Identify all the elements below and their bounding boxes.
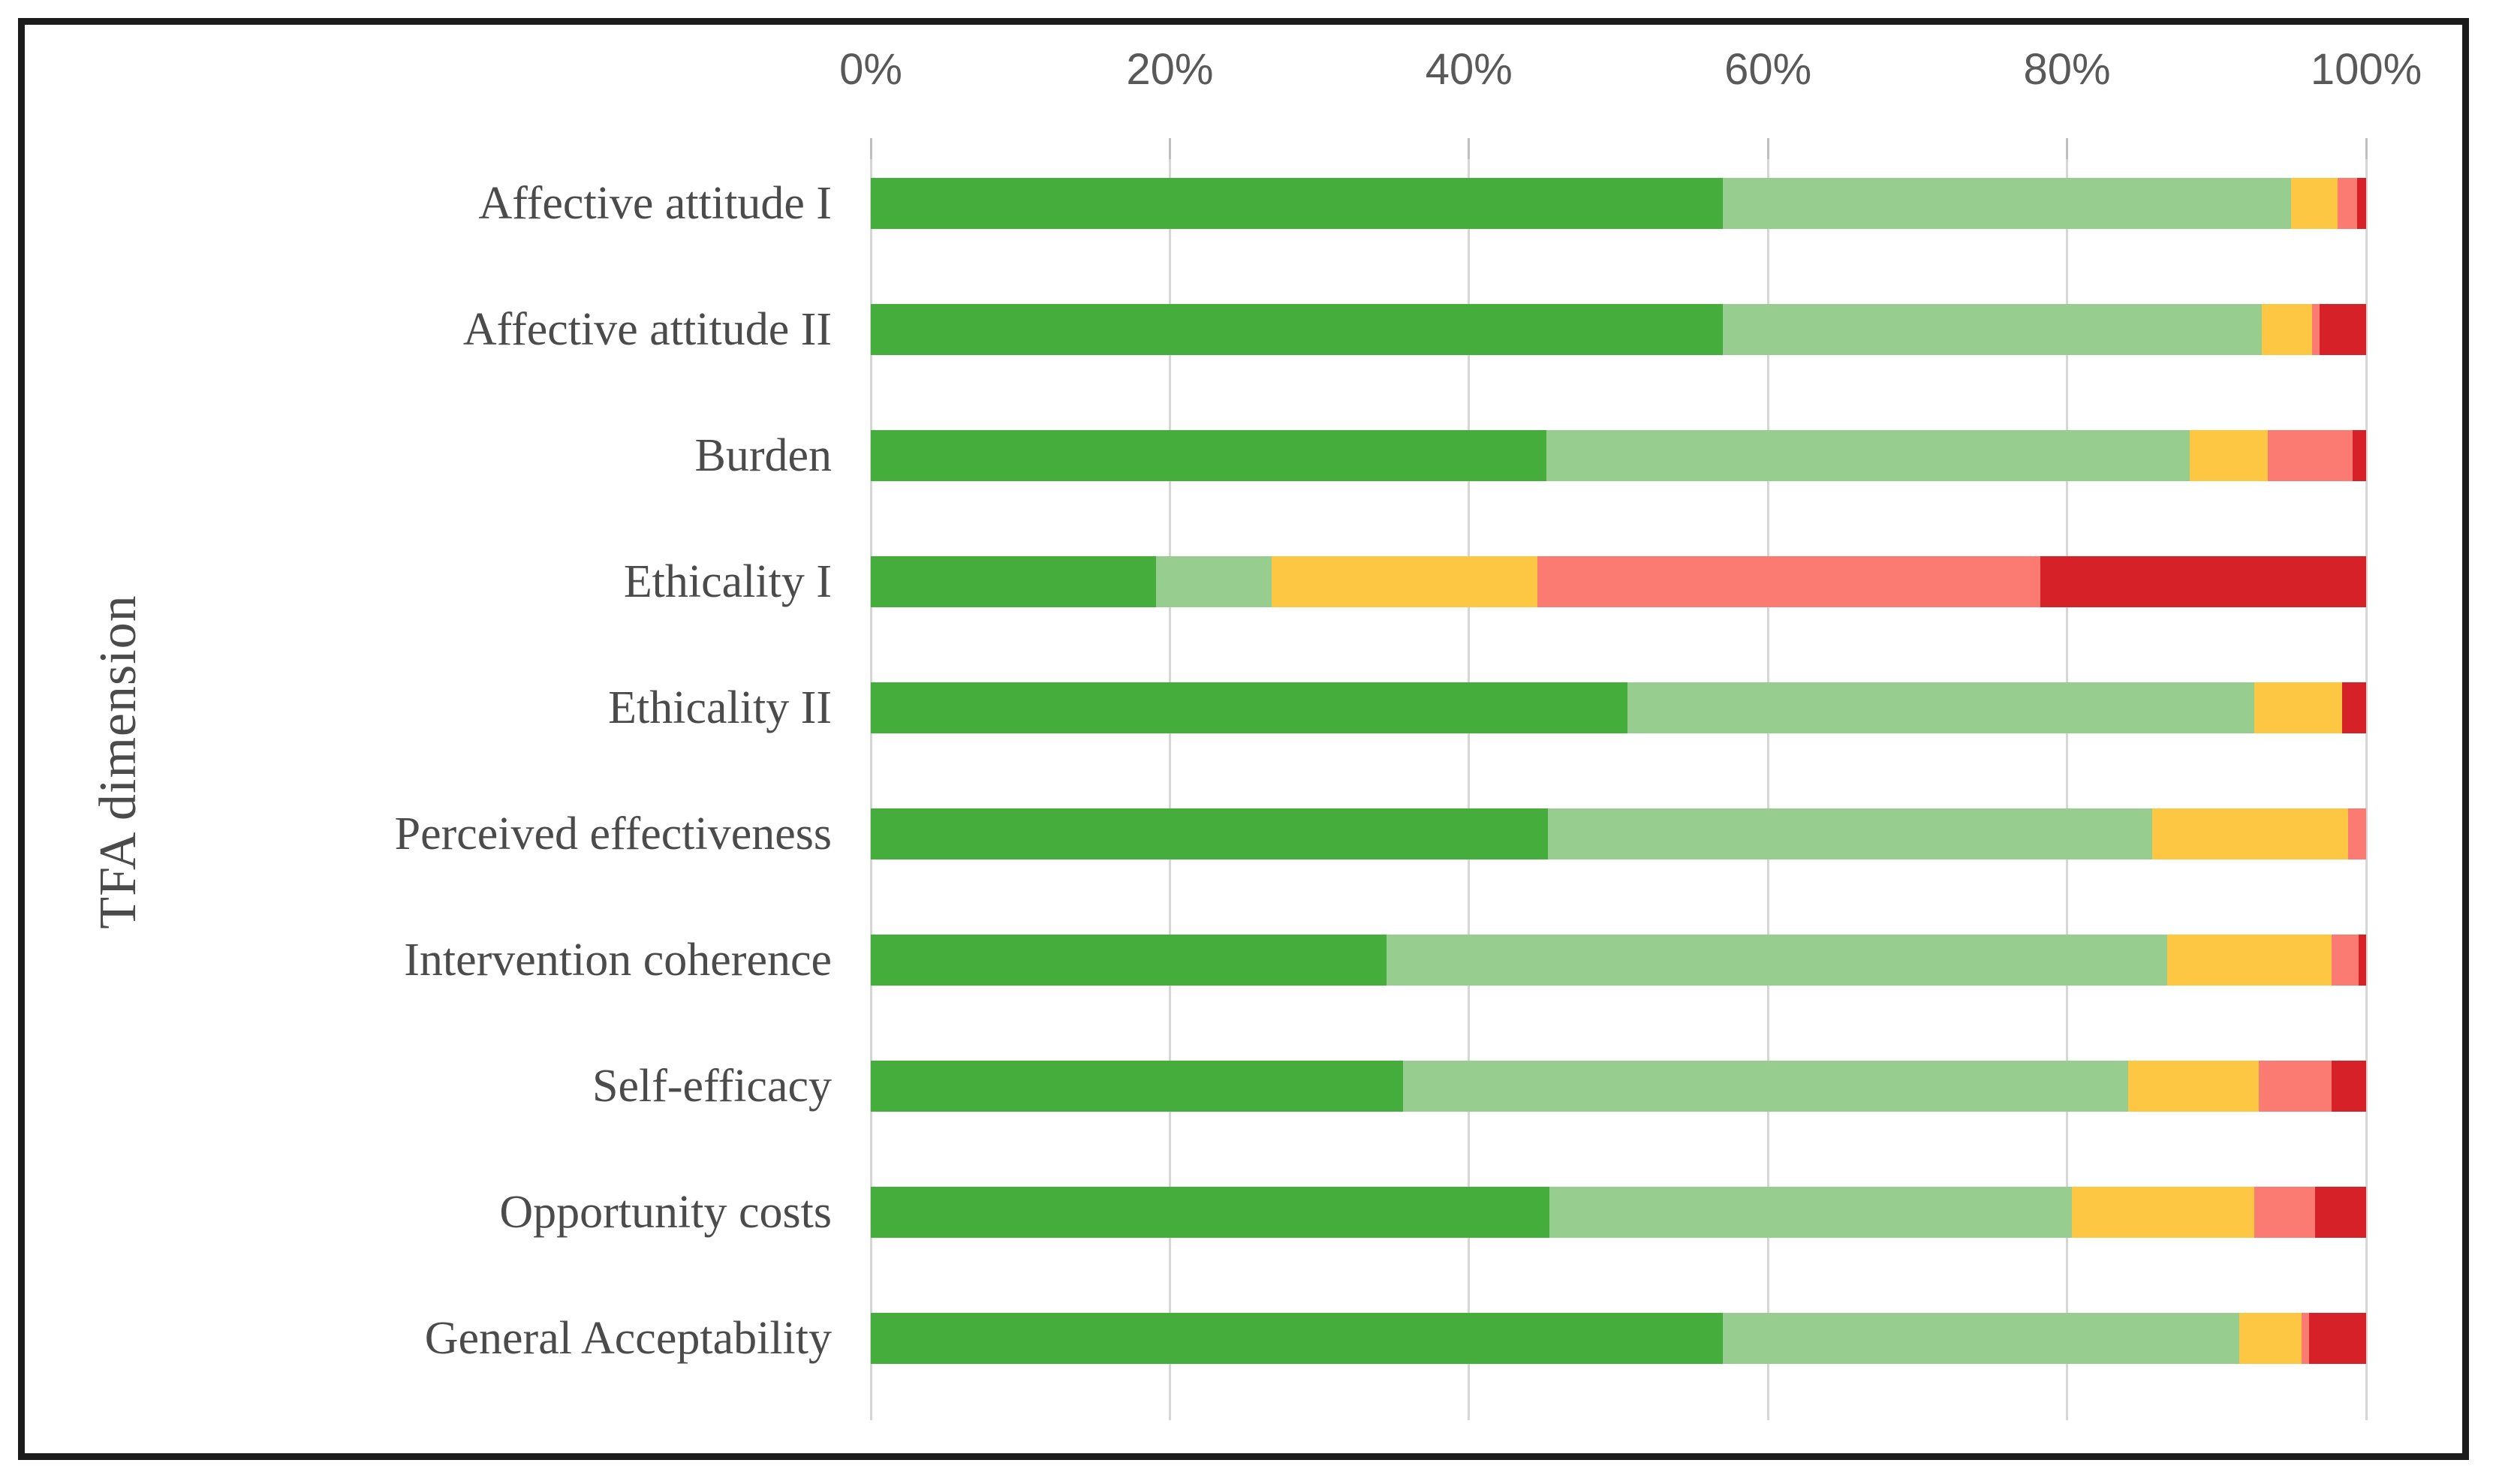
x-tick-mark: [1168, 138, 1171, 159]
x-tick-label: 40%: [1425, 44, 1513, 94]
bar-row: [871, 935, 2366, 986]
x-tick-mark: [2365, 138, 2368, 159]
x-tick-label: 100%: [2310, 44, 2422, 94]
x-tick-label: 20%: [1126, 44, 1214, 94]
bar-segment-dark-red: [2342, 682, 2366, 733]
bar-segment-dark-green: [871, 1187, 1550, 1238]
bar-segment-yellow: [1271, 556, 1538, 607]
x-gridline: [1468, 159, 1471, 1420]
category-label: Opportunity costs: [499, 1186, 832, 1238]
x-gridline: [1168, 159, 1171, 1420]
x-tick-label: 80%: [2023, 44, 2111, 94]
x-tick-mark: [2066, 138, 2069, 159]
bar-segment-dark-red: [2353, 430, 2366, 481]
bar-segment-yellow: [2291, 178, 2338, 229]
bar-segment-dark-green: [871, 808, 1549, 859]
bar-segment-light-green: [1723, 178, 2292, 229]
bar-segment-light-green: [1387, 935, 2168, 986]
x-gridline: [1766, 159, 1769, 1420]
bar-segment-light-red: [2348, 808, 2366, 859]
bar-segment-light-green: [1403, 1061, 2129, 1112]
x-gridline: [2066, 159, 2069, 1420]
plot-area: 0% 20% 40% 60% 80% 100%: [839, 0, 2422, 1484]
bar-segment-dark-red: [2359, 935, 2366, 986]
bar-segment-light-red: [2332, 935, 2359, 986]
bar-segment-light-red: [2312, 304, 2320, 355]
bar-segment-light-green: [1156, 556, 1272, 607]
bar-segment-yellow: [2254, 682, 2343, 733]
x-tick-label: 0%: [839, 44, 902, 94]
bar-segment-dark-green: [871, 178, 1724, 229]
bar-segment-light-green: [1723, 304, 2262, 355]
bar-segment-light-green: [1549, 1187, 2072, 1238]
bar-segment-dark-green: [871, 556, 1157, 607]
bar-segment-light-green: [1548, 808, 2153, 859]
bar-segment-light-red: [1537, 556, 2040, 607]
bar-row: [871, 1313, 2366, 1364]
x-tick-mark: [869, 138, 872, 159]
bar-segment-dark-red: [2320, 304, 2366, 355]
bar-segment-yellow: [2167, 935, 2332, 986]
bar-segment-yellow: [2128, 1061, 2259, 1112]
category-label: Intervention coherence: [404, 934, 832, 986]
bar-row: [871, 682, 2366, 733]
category-label: General Acceptability: [424, 1312, 832, 1364]
bar-segment-yellow: [2071, 1187, 2254, 1238]
bar-segment-dark-green: [871, 304, 1724, 355]
bar-row: [871, 430, 2366, 481]
bar-segment-yellow: [2189, 430, 2268, 481]
category-axis: Affective attitude I Affective attitude I…: [0, 0, 832, 1484]
category-label: Burden: [694, 429, 832, 481]
bar-segment-yellow: [2261, 304, 2313, 355]
bar-segment-light-red: [2338, 178, 2358, 229]
category-label: Ethicality I: [623, 555, 832, 607]
bar-segment-light-red: [2302, 1313, 2310, 1364]
category-label: Perceived effectiveness: [394, 808, 832, 859]
bar-segment-light-green: [1723, 1313, 2239, 1364]
bar-row: [871, 556, 2366, 607]
bar-segment-dark-red: [2309, 1313, 2366, 1364]
category-label: Ethicality II: [608, 682, 832, 733]
bar-row: [871, 304, 2366, 355]
category-label: Self-efficacy: [592, 1060, 832, 1112]
x-tick-mark: [1766, 138, 1769, 159]
bar-row: [871, 808, 2366, 859]
bar-segment-dark-red: [2040, 556, 2366, 607]
bar-segment-light-red: [2254, 1187, 2316, 1238]
bar-segment-dark-red: [2315, 1187, 2366, 1238]
bar-segment-dark-green: [871, 1061, 1404, 1112]
bar-segment-dark-green: [871, 682, 1627, 733]
bar-segment-dark-green: [871, 935, 1387, 986]
bar-segment-light-green: [1627, 682, 2254, 733]
bar-segment-yellow: [2152, 808, 2349, 859]
bar-row: [871, 1061, 2366, 1112]
bar-segment-dark-red: [2357, 178, 2366, 229]
bar-segment-light-red: [2267, 430, 2353, 481]
category-label: Affective attitude I: [478, 177, 832, 229]
bar-segment-light-red: [2258, 1061, 2332, 1112]
bar-segment-light-green: [1546, 430, 2190, 481]
category-label: Affective attitude II: [462, 303, 832, 355]
x-tick-mark: [1468, 138, 1471, 159]
x-gridline: [2365, 159, 2368, 1420]
bar-segment-dark-green: [871, 430, 1547, 481]
x-gridline: [869, 159, 872, 1420]
bar-segment-dark-green: [871, 1313, 1724, 1364]
bar-segment-yellow: [2239, 1313, 2302, 1364]
bar-segment-dark-red: [2332, 1061, 2366, 1112]
x-tick-label: 60%: [1724, 44, 1812, 94]
bar-row: [871, 1187, 2366, 1238]
bar-row: [871, 178, 2366, 229]
